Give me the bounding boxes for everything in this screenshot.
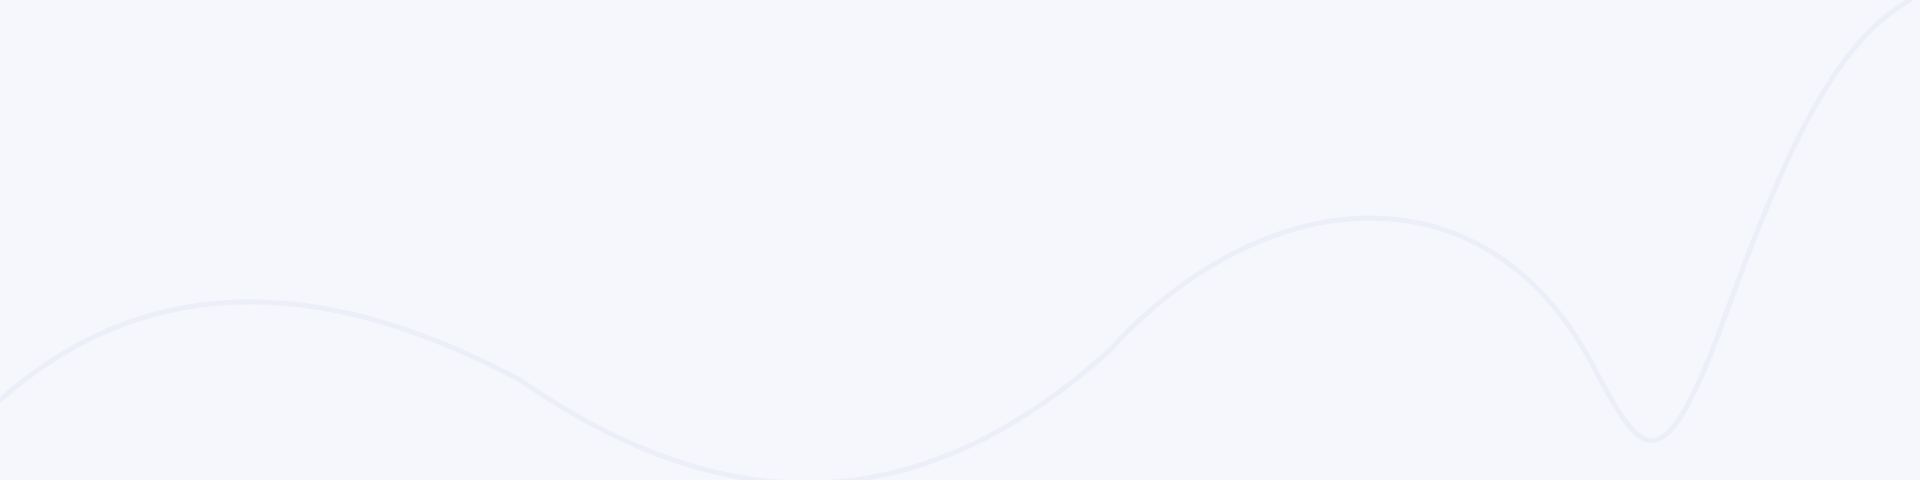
- hero-background: [0, 0, 1920, 480]
- background-fill: [0, 0, 1920, 480]
- background-wave-graphic: [0, 0, 1920, 480]
- decorative-wave-line: [0, 0, 1910, 480]
